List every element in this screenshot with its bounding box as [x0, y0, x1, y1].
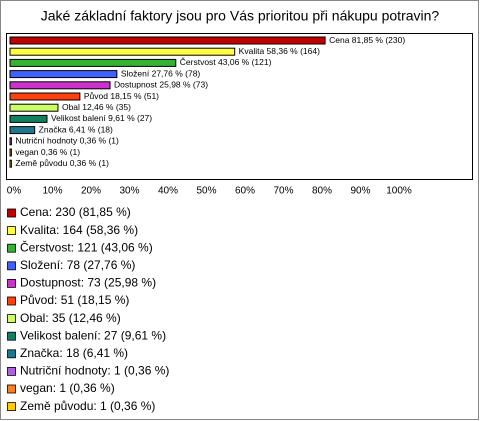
x-tick-label: 10%: [42, 186, 62, 197]
x-tick-label: 20%: [81, 186, 101, 197]
data-label: Značka 6,41 % (18): [39, 124, 113, 134]
bar: [9, 47, 236, 56]
x-tick-label: 30%: [119, 186, 139, 197]
bar: [9, 114, 48, 123]
bar: [9, 103, 59, 112]
bar: [9, 58, 177, 67]
data-label: Čerstvost 43,06 % (121): [180, 57, 272, 67]
data-label: Složení 27,76 % (78): [121, 68, 201, 78]
legend-swatch: [7, 208, 16, 218]
data-label: Kvalita 58,36 % (164): [239, 46, 320, 56]
legend-swatch: [7, 366, 16, 376]
data-label: Původ 18,15 % (51): [84, 91, 159, 101]
legend-swatch: [7, 278, 16, 288]
data-label: Obal 12,46 % (35): [62, 102, 131, 112]
bar: [9, 36, 326, 45]
data-label: Cena 81,85 % (230): [329, 35, 405, 45]
x-tick-label: 50%: [196, 186, 216, 197]
x-tick-label: 80%: [312, 186, 332, 197]
x-tick-label: 60%: [235, 186, 255, 197]
legend-swatch: [7, 314, 16, 324]
legend-swatch: [7, 402, 16, 412]
bar: [9, 137, 12, 146]
legend-label: vegan: 1 (0,36 %): [20, 381, 115, 395]
x-tick-label: 0%: [7, 186, 22, 197]
x-tick-label: 90%: [350, 186, 370, 197]
x-tick-label: 40%: [158, 186, 178, 197]
legend-swatch: [7, 261, 16, 271]
legend-swatch: [7, 243, 16, 253]
data-label: Dostupnost 25,98 % (73): [114, 80, 208, 90]
data-label: Velikost balení 9,61 % (27): [51, 113, 152, 123]
data-label: vegan 0,36 % (1): [15, 147, 80, 157]
legend-label: Původ: 51 (18,15 %): [20, 293, 129, 307]
x-tick-label: 100%: [386, 186, 412, 197]
bar: [9, 81, 111, 90]
legend-label: Země původu: 1 (0,36 %): [20, 399, 155, 413]
legend-label: Čerstvost: 121 (43,06 %): [20, 239, 153, 254]
legend-label: Značka: 18 (6,41 %): [20, 346, 128, 360]
legend-swatch: [7, 349, 16, 359]
bar: [9, 92, 81, 101]
chart-title: Jaké základní faktory jsou pro Vás prior…: [41, 8, 440, 24]
legend-swatch: [7, 296, 16, 306]
legend-swatch: [7, 384, 16, 394]
legend-label: Nutriční hodnoty: 1 (0,36 %): [20, 364, 169, 378]
x-tick-label: 70%: [273, 186, 293, 197]
data-label: Nutriční hodnoty 0,36 % (1): [15, 136, 119, 146]
legend-swatch: [7, 226, 16, 236]
legend-label: Obal: 35 (12,46 %): [20, 311, 121, 325]
bar: [9, 159, 12, 168]
data-label: Země původu 0,36 % (1): [15, 158, 109, 168]
legend-label: Velikost balení: 27 (9,61 %): [20, 328, 166, 342]
legend-label: Dostupnost: 73 (25,98 %): [20, 276, 156, 290]
legend-label: Kvalita: 164 (58,36 %): [20, 223, 138, 237]
plot-area: [6, 33, 473, 180]
bar: [9, 70, 118, 79]
legend-label: Složení: 78 (27,76 %): [20, 258, 135, 272]
bar: [9, 148, 12, 157]
legend-swatch: [7, 331, 16, 341]
legend-label: Cena: 230 (81,85 %): [20, 205, 131, 219]
bar: [9, 126, 36, 135]
